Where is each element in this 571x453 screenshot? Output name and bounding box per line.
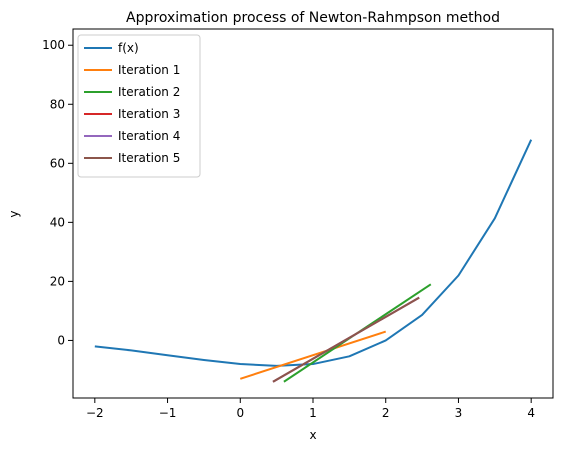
legend-label: f(x) bbox=[118, 41, 139, 55]
y-axis-label: y bbox=[7, 210, 21, 217]
x-tick-label: −1 bbox=[159, 406, 177, 420]
y-tick-label: 100 bbox=[42, 38, 65, 52]
y-axis: 0 20 40 60 80 100 bbox=[42, 38, 73, 347]
x-tick-label: 2 bbox=[382, 406, 390, 420]
x-axis: −2 −1 0 1 2 3 4 bbox=[86, 398, 535, 420]
y-tick-label: 60 bbox=[50, 156, 65, 170]
legend-label: Iteration 1 bbox=[118, 63, 180, 77]
legend-label: Iteration 5 bbox=[118, 151, 180, 165]
x-tick-label: 4 bbox=[527, 406, 535, 420]
x-tick-label: 3 bbox=[455, 406, 463, 420]
series-layer bbox=[94, 139, 533, 383]
legend-label: Iteration 3 bbox=[118, 107, 180, 121]
y-tick-label: 80 bbox=[50, 97, 65, 111]
legend-label: Iteration 2 bbox=[118, 85, 180, 99]
x-axis-label: x bbox=[309, 428, 316, 442]
y-tick-label: 0 bbox=[57, 333, 65, 347]
legend: f(x) Iteration 1 Iteration 2 Iteration 3 Ite… bbox=[77, 34, 201, 178]
x-tick-label: −2 bbox=[86, 406, 104, 420]
y-tick-label: 40 bbox=[50, 215, 65, 229]
chart-title: Approximation process of Newton-Rahmpson… bbox=[126, 10, 500, 26]
legend-label: Iteration 4 bbox=[118, 129, 180, 143]
x-tick-label: 1 bbox=[309, 406, 317, 420]
x-tick-label: 0 bbox=[236, 406, 244, 420]
iteration-line-5 bbox=[272, 296, 420, 383]
y-tick-label: 20 bbox=[50, 274, 65, 288]
iteration-line-1 bbox=[239, 330, 387, 380]
function-curve bbox=[94, 139, 533, 367]
